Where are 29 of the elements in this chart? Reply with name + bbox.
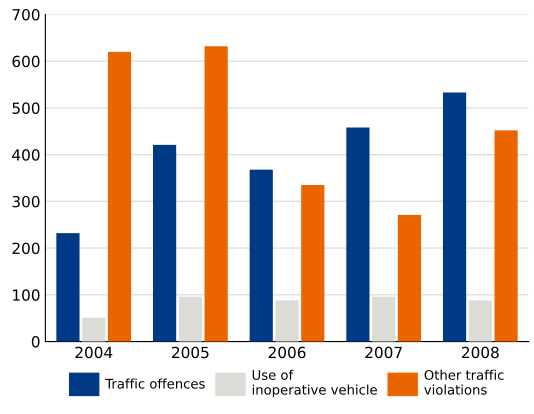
- bar: [346, 128, 370, 342]
- bar: [398, 214, 422, 342]
- y-tick-label: 500: [12, 102, 40, 114]
- x-tick-label: 2005: [172, 346, 208, 358]
- x-tick-label: 2006: [268, 346, 306, 358]
- x-tick-label: 2008: [462, 346, 499, 358]
- bar: [82, 318, 106, 342]
- y-tick-label: 100: [13, 289, 40, 301]
- y-tick-label: 600: [12, 56, 40, 68]
- x-tick-label: 2007: [365, 346, 402, 358]
- y-tick-label: 400: [12, 149, 40, 161]
- bar: [468, 300, 492, 342]
- bar: [442, 92, 466, 342]
- y-tick-label: 0: [32, 336, 40, 348]
- bar: [56, 233, 80, 342]
- bar: [108, 52, 132, 342]
- bar: [494, 130, 518, 342]
- bar: [204, 46, 228, 342]
- legend-label: Traffic offences: [105, 378, 205, 389]
- y-tick-label: 300: [12, 196, 40, 208]
- bar: [250, 170, 273, 342]
- y-tick-label: 200: [12, 242, 40, 254]
- legend-label: Use of inoperative vehicle: [252, 370, 377, 398]
- bar: [275, 300, 299, 342]
- legend-label: Other traffic violations: [424, 370, 504, 395]
- bar: [153, 144, 176, 342]
- bar: [301, 185, 324, 342]
- y-tick-label: 700: [12, 8, 40, 21]
- x-tick-label: 2004: [75, 346, 112, 358]
